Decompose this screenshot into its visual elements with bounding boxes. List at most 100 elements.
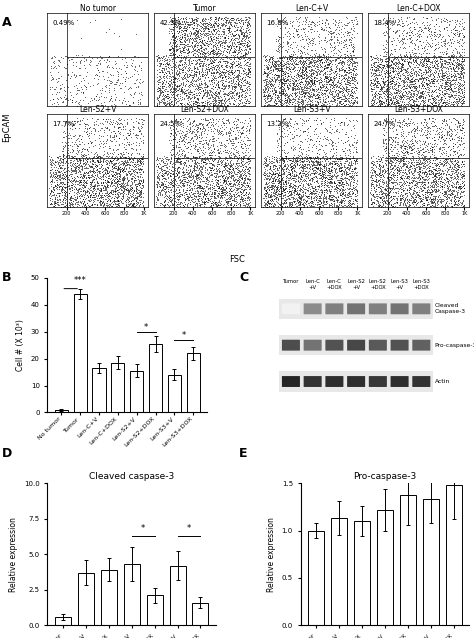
Point [137, 179, 144, 189]
Point [347, 15, 355, 25]
Point [243, 182, 250, 192]
Point [235, 158, 242, 168]
Point [135, 195, 143, 205]
Point [217, 177, 224, 187]
Point [398, 91, 405, 101]
Point [413, 197, 420, 207]
Point [189, 133, 196, 144]
Point [307, 36, 314, 47]
Point [401, 149, 409, 160]
Point [193, 170, 201, 180]
Point [451, 159, 458, 169]
Point [228, 91, 236, 101]
Point [201, 43, 209, 53]
Point [77, 133, 85, 144]
Point [79, 158, 87, 168]
Point [435, 165, 443, 175]
Point [393, 53, 401, 63]
Point [164, 85, 172, 96]
Point [352, 83, 360, 93]
Point [422, 39, 429, 49]
Point [385, 62, 392, 72]
Point [132, 195, 140, 205]
Point [393, 167, 401, 177]
Point [93, 152, 100, 162]
Point [213, 117, 220, 128]
Point [73, 171, 81, 181]
Point [396, 88, 403, 98]
Point [71, 162, 79, 172]
Point [75, 85, 83, 95]
Point [430, 191, 438, 201]
Point [387, 191, 394, 202]
Point [385, 77, 393, 87]
Point [242, 98, 250, 108]
Point [263, 202, 271, 212]
Point [193, 81, 201, 91]
Point [291, 161, 299, 171]
Point [178, 46, 186, 56]
Point [292, 14, 300, 24]
Point [392, 131, 399, 142]
Point [347, 167, 355, 177]
Point [386, 87, 394, 98]
Point [421, 115, 428, 125]
Point [227, 42, 235, 52]
Point [125, 100, 133, 110]
Point [162, 195, 169, 205]
Point [198, 128, 205, 138]
Point [459, 150, 467, 160]
Point [64, 82, 72, 93]
Point [395, 156, 402, 166]
Point [233, 185, 241, 195]
Point [88, 172, 95, 182]
Point [325, 168, 333, 179]
Point [455, 188, 462, 198]
Point [278, 77, 285, 87]
Point [283, 39, 291, 49]
Point [114, 162, 122, 172]
Point [405, 174, 412, 184]
Point [453, 188, 461, 198]
Point [224, 15, 231, 25]
Point [194, 38, 201, 48]
Point [348, 45, 356, 56]
Point [264, 198, 271, 209]
Point [197, 18, 205, 28]
Point [376, 80, 384, 91]
Point [91, 179, 98, 189]
Point [457, 69, 465, 79]
Point [286, 193, 293, 204]
Point [266, 163, 274, 174]
Point [170, 177, 177, 187]
Point [213, 175, 221, 185]
Point [76, 183, 84, 193]
Point [88, 186, 96, 197]
Point [156, 160, 164, 170]
Point [278, 63, 285, 73]
Point [385, 57, 392, 68]
Point [218, 19, 226, 29]
Point [245, 189, 252, 199]
Point [309, 174, 316, 184]
Point [124, 152, 132, 163]
Point [181, 19, 189, 29]
Point [246, 93, 254, 103]
Point [50, 199, 57, 209]
Point [329, 49, 337, 59]
Point [424, 184, 432, 194]
Point [203, 69, 210, 79]
Point [291, 48, 299, 59]
Point [275, 170, 283, 180]
Point [348, 15, 356, 25]
Point [271, 59, 279, 69]
Point [341, 150, 348, 160]
Point [234, 184, 241, 195]
Point [260, 86, 268, 96]
Point [262, 202, 270, 212]
Point [379, 28, 387, 38]
Point [326, 186, 334, 196]
Point [444, 84, 451, 94]
Point [294, 82, 302, 92]
Point [413, 138, 421, 149]
